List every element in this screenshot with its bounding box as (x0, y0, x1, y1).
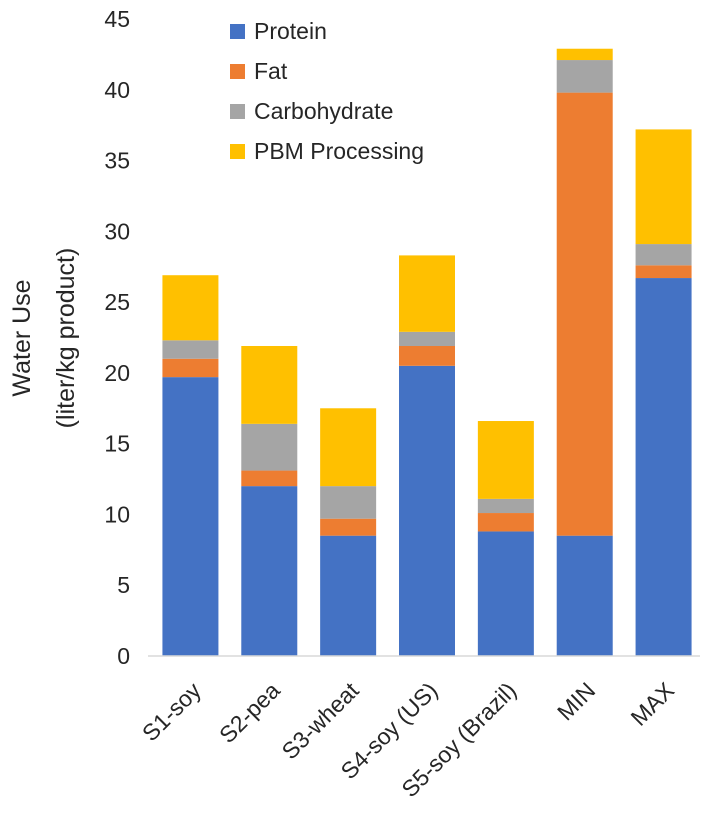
bar-segment-carbohydrate (241, 423, 298, 471)
bar-segment-pbm-processing (556, 48, 613, 61)
y-tick-label: 25 (104, 289, 130, 315)
y-axis-title-line-1: Water Use (8, 279, 36, 396)
legend-label: Fat (254, 58, 288, 84)
bar-segment-carbohydrate (477, 498, 534, 514)
bar-segment-carbohydrate (399, 331, 455, 346)
legend: Protein Fat Carbohydrate PBM Processing (230, 18, 424, 164)
bar-segment-protein (162, 377, 219, 656)
bar-segment-fat (320, 518, 377, 536)
y-axis-title-line-2: (liter/kg product) (52, 248, 80, 429)
y-tick-label: 10 (104, 501, 130, 527)
bars (162, 48, 692, 656)
x-tick-label: MIN (552, 677, 600, 725)
bar-segment-carbohydrate (162, 340, 219, 359)
bar-segment-protein (399, 365, 455, 656)
bar-stack (162, 275, 219, 656)
y-tick-label: 35 (104, 148, 130, 174)
y-axis-title: Water Use (liter/kg product) (8, 248, 80, 429)
legend-swatch (230, 64, 245, 79)
bar-stack (477, 421, 534, 656)
y-tick-label: 40 (104, 77, 130, 103)
legend-swatch (230, 104, 245, 119)
bar-segment-protein (635, 278, 692, 656)
bar-segment-fat (241, 470, 298, 487)
legend-label: PBM Processing (254, 138, 424, 164)
y-tick-label: 0 (117, 643, 130, 669)
x-tick-label: MAX (625, 677, 679, 731)
legend-label: Protein (254, 18, 327, 44)
y-tick-label: 20 (104, 360, 130, 386)
bar-segment-fat (556, 92, 613, 536)
bar-segment-pbm-processing (162, 275, 219, 341)
bar-segment-carbohydrate (635, 244, 692, 266)
y-axis: 0 5 10 15 20 25 30 35 40 45 (104, 6, 130, 669)
bar-segment-pbm-processing (477, 421, 534, 499)
bar-segment-protein (556, 535, 613, 656)
bar-segment-carbohydrate (320, 486, 377, 519)
bar-segment-fat (635, 265, 692, 279)
bar-stack (241, 345, 298, 656)
bar-segment-protein (477, 531, 534, 656)
bar-stack (556, 48, 613, 656)
bar-segment-carbohydrate (556, 60, 613, 93)
bar-segment-pbm-processing (635, 129, 692, 245)
bar-segment-protein (241, 486, 298, 656)
bar-stack (635, 129, 692, 656)
y-tick-label: 15 (104, 431, 130, 457)
bar-segment-fat (162, 358, 219, 378)
bar-segment-fat (399, 345, 455, 366)
legend-swatch (230, 144, 245, 159)
x-tick-label: S2-pea (214, 677, 285, 748)
bar-segment-protein (320, 535, 377, 656)
bar-segment-pbm-processing (241, 345, 298, 424)
bar-stack (320, 408, 377, 656)
x-tick-label: S1-soy (137, 677, 206, 746)
bar-segment-pbm-processing (399, 255, 455, 332)
bar-stack (399, 255, 455, 656)
y-tick-label: 5 (117, 572, 130, 598)
bar-segment-fat (477, 513, 534, 532)
bar-segment-pbm-processing (320, 408, 377, 487)
legend-swatch (230, 24, 245, 39)
y-tick-label: 30 (104, 218, 130, 244)
y-tick-label: 45 (104, 6, 130, 32)
legend-label: Carbohydrate (254, 98, 393, 124)
